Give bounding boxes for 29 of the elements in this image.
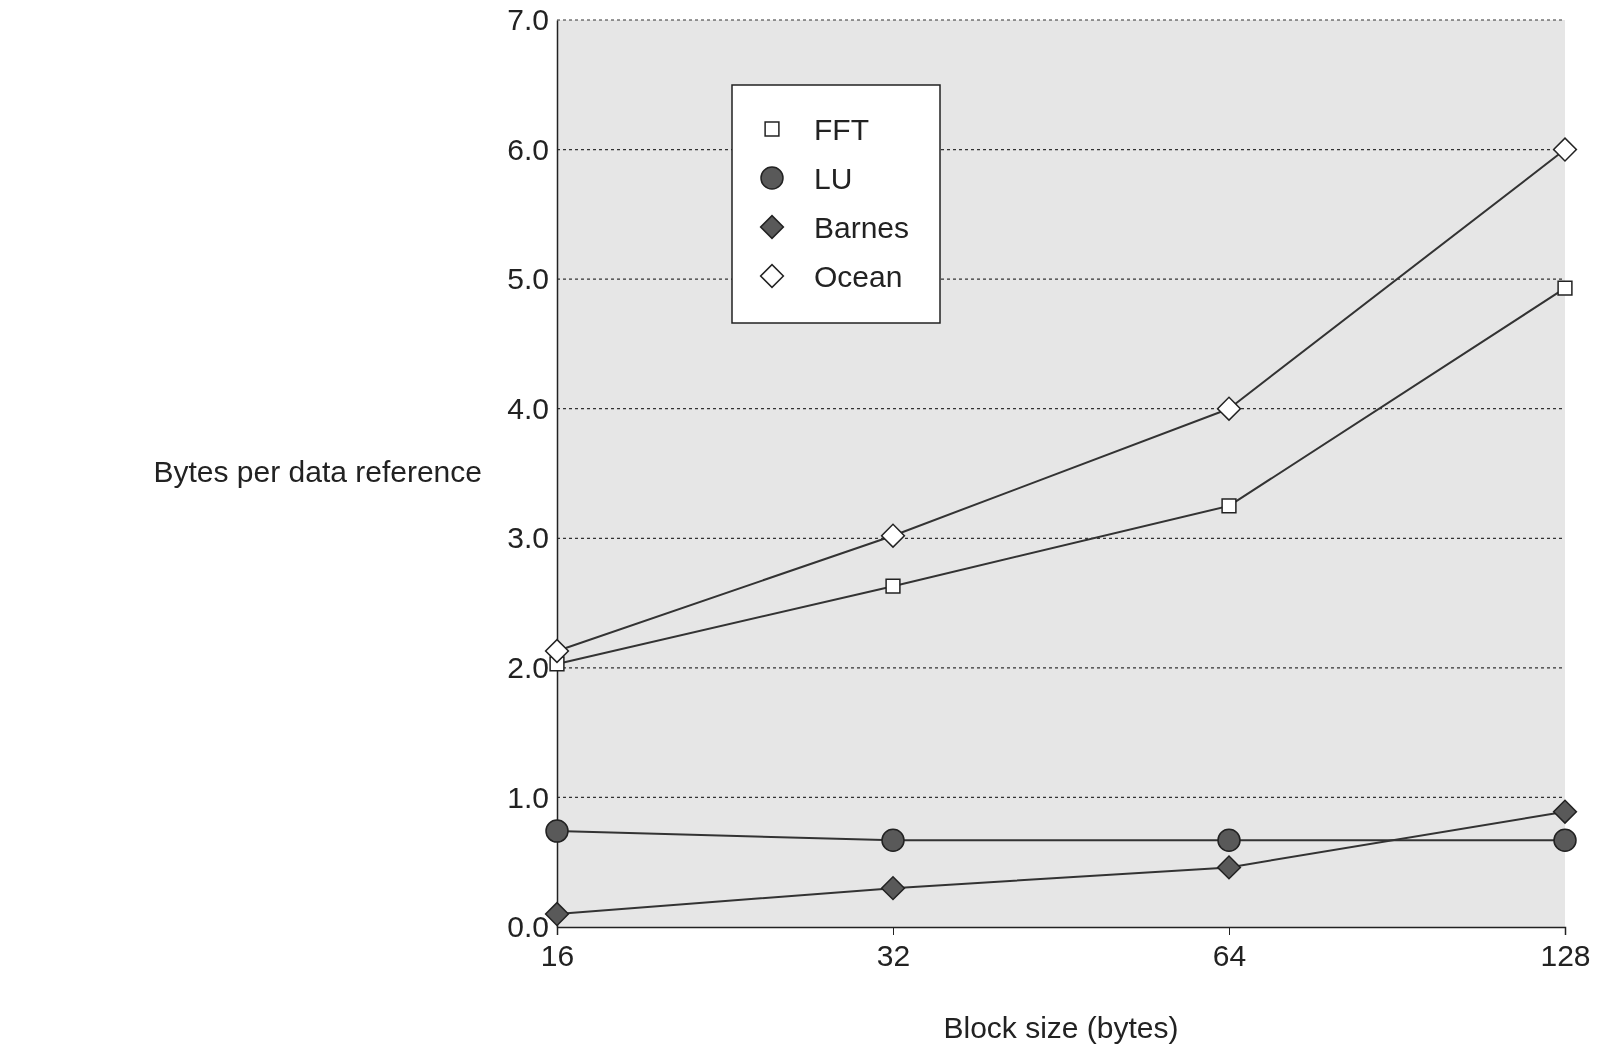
point bbox=[1557, 280, 1573, 296]
point bbox=[880, 875, 906, 901]
point bbox=[1552, 137, 1578, 162]
legend-label: Ocean bbox=[814, 260, 903, 293]
legend-label: FFT bbox=[814, 113, 869, 146]
point bbox=[885, 578, 901, 594]
point bbox=[1553, 828, 1577, 852]
point bbox=[1216, 855, 1242, 880]
x-tick-label: 64 bbox=[1212, 939, 1247, 973]
y-axis-title: Bytes per data reference bbox=[153, 455, 482, 488]
y-tick-label: 6.0 bbox=[507, 132, 549, 166]
point bbox=[1216, 396, 1242, 421]
point bbox=[545, 819, 569, 843]
point bbox=[880, 523, 906, 548]
y-tick-label: 2.0 bbox=[507, 650, 549, 684]
y-tick-label: 5.0 bbox=[507, 262, 549, 296]
point bbox=[881, 828, 905, 852]
x-tick-label: 128 bbox=[1540, 939, 1591, 973]
x-axis-title: Block size (bytes) bbox=[943, 1011, 1179, 1044]
point bbox=[1552, 799, 1578, 824]
y-tick-label: 3.0 bbox=[507, 521, 549, 555]
y-tick-label: 4.0 bbox=[507, 391, 549, 425]
x-tick-label: 32 bbox=[876, 939, 911, 973]
y-tick-label: 1.0 bbox=[507, 780, 549, 814]
legend-label: LU bbox=[814, 162, 853, 195]
legend-label: Barnes bbox=[814, 211, 910, 244]
point bbox=[1217, 828, 1241, 852]
point bbox=[1221, 498, 1237, 514]
y-tick-label: 7.0 bbox=[507, 3, 549, 37]
